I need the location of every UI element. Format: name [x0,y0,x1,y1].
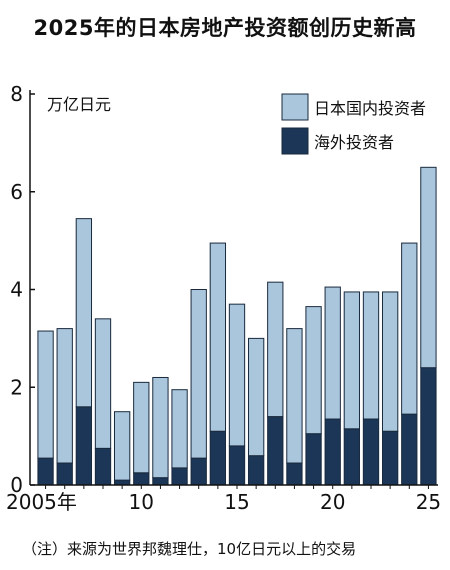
y-tick-label: 0 [10,473,23,497]
bar-2025-overseas [420,367,437,486]
legend-label: 海外投资者 [314,133,394,152]
bar-2011-domestic [152,376,169,479]
legend-label: 日本国内投资者 [314,99,426,118]
bar-2009-domestic [113,411,131,481]
bar-2019-domestic [305,306,322,435]
bar-2015-overseas [228,445,246,486]
bar-2020-domestic [324,286,341,420]
bar-2016-domestic [247,337,265,457]
source-note: （注）来源为世界邦魏理仕，10亿日元以上的交易 [22,540,357,558]
y-axis: 0 2 4 6 8 [10,82,35,497]
bar-2007-overseas [75,406,93,486]
bar-2010-overseas [133,472,150,486]
x-tick-label: 15 [224,490,249,514]
bar-2022-domestic [362,291,380,420]
bar-2014-domestic [209,242,227,432]
bar-2018-overseas [286,462,303,486]
bar-2025-domestic [420,166,437,369]
bar-2024-overseas [401,413,418,486]
unit-label: 万亿日元 [47,95,111,114]
bar-2008-domestic [94,318,112,449]
bar-2016-overseas [247,455,265,486]
bar-2012-overseas [171,467,188,486]
legend-swatch [281,93,309,121]
bar-2007-domestic [75,218,93,408]
bar-2005-overseas [37,457,54,486]
bar-2017-overseas [267,416,284,486]
bar-2013-domestic [190,289,207,459]
bar-2012-domestic [171,389,188,469]
bar-2013-overseas [190,457,207,486]
bars-group [37,166,437,486]
bar-2024-domestic [401,242,418,415]
bar-2014-overseas [209,430,227,486]
bar-2005-domestic [37,330,54,459]
bar-2023-domestic [381,291,399,432]
bar-2018-domestic [286,328,303,464]
bar-2021-overseas [343,428,361,486]
bar-2010-domestic [133,381,150,474]
bar-2015-domestic [228,303,246,447]
bar-2017-domestic [267,281,284,418]
x-tick-label: 10 [129,490,154,514]
y-tick-label: 4 [10,278,23,302]
bar-2019-overseas [305,433,322,486]
x-tick-label: 2005年 [6,490,77,514]
x-tick-label: 20 [320,490,345,514]
bar-2008-overseas [94,447,112,486]
y-tick-label: 2 [10,375,23,399]
x-tick-label: 25 [416,490,441,514]
bar-2006-overseas [56,462,73,486]
y-tick-label: 8 [10,82,23,106]
bar-2006-domestic [56,328,73,464]
x-axis: 2005年 10 15 20 25 [6,484,441,514]
bar-2011-overseas [152,477,169,486]
bar-2020-overseas [324,418,341,486]
bar-2021-domestic [343,291,361,430]
bar-2022-overseas [362,418,380,486]
bar-2023-overseas [381,430,399,486]
y-tick-label: 6 [10,180,23,204]
legend-swatch [281,127,309,155]
chart-title: 2025年的日本房地产投资额创历史新高 [33,16,417,40]
